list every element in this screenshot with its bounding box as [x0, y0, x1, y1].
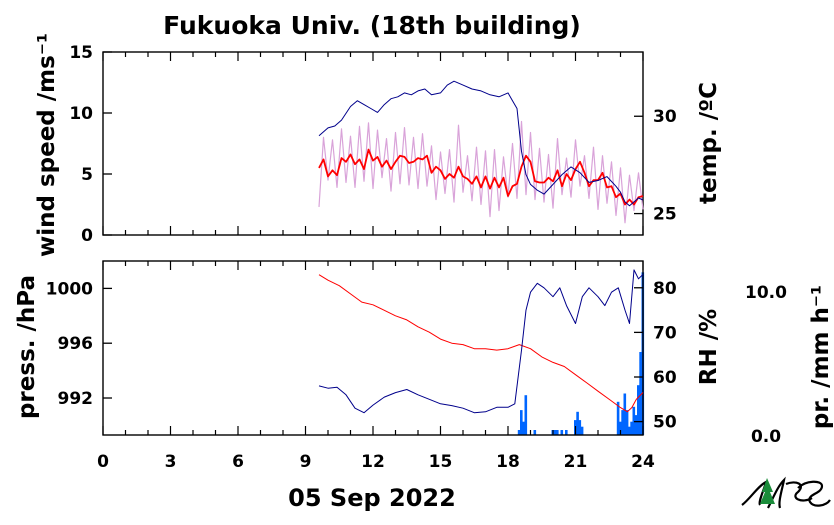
date-label: 05 Sep 2022: [288, 484, 456, 512]
x-tick-label: 18: [496, 452, 520, 472]
x-tick-label: 15: [429, 452, 453, 472]
precipitation-bar: [533, 430, 537, 435]
humidity-tick-label: 50: [653, 413, 677, 433]
temperature-axis-label: temp. /ºC: [696, 82, 722, 204]
precipitation-bar: [560, 430, 564, 435]
pressure-axis-label: press. /hPa: [14, 275, 40, 419]
x-tick-label: 21: [564, 452, 588, 472]
precipitation-bar: [632, 406, 636, 435]
x-tick-label: 12: [361, 452, 385, 472]
precipitation-bar: [621, 410, 624, 435]
pressure-tick-label: 1000: [46, 279, 93, 299]
precipitation-bar: [625, 410, 629, 435]
top-plot-frame: [102, 51, 644, 236]
pressure-tick-label: 996: [58, 334, 94, 354]
humidity-tick-label: 80: [653, 279, 677, 299]
precipitation-bar: [623, 393, 627, 435]
precipitation-bar: [630, 421, 633, 435]
precipitation-bar: [524, 395, 528, 435]
wind-speed-mean-line: [318, 148, 644, 206]
humidity-tick-label: 60: [653, 368, 677, 388]
precipitation-bar: [580, 426, 584, 435]
x-tick-label: 9: [300, 452, 312, 472]
wind-speed-tick-label: 0: [81, 226, 93, 246]
precipitation-bar: [616, 401, 620, 435]
temperature-tick-label: 25: [653, 205, 677, 225]
precipitation-bar: [637, 385, 640, 435]
temperature-line: [318, 80, 644, 207]
wind-temperature-panel: 0 5 10 15 25 30 wind speed /ms⁻¹ temp. /ºC: [34, 33, 722, 257]
x-tick-label: 24: [631, 452, 655, 472]
pressure-humidity-panel: 992 996 1000 50 60 70 80 0 3 6 9 12 15 18 21 24 0.0 10.0 p…: [14, 260, 834, 472]
precipitation-bar: [517, 430, 521, 435]
wind-speed-tick-label: 15: [69, 43, 93, 63]
wind-speed-raw-line: [318, 120, 644, 224]
precipitation-bar: [628, 426, 631, 435]
precipitation-bar: [619, 421, 622, 435]
precipitation-bar: [556, 430, 559, 435]
wind-speed-tick-label: 10: [69, 104, 93, 124]
precipitation-bar: [639, 352, 642, 435]
humidity-line: [318, 269, 644, 414]
wind-speed-tick-label: 5: [81, 165, 93, 185]
x-tick-label: 0: [97, 452, 109, 472]
precipitation-bar: [522, 421, 525, 435]
x-tick-label: 3: [165, 452, 177, 472]
humidity-tick-label: 70: [653, 323, 677, 343]
precipitation-bar: [576, 411, 579, 435]
pressure-tick-label: 992: [58, 389, 94, 409]
chart-title: Fukuoka Univ. (18th building): [163, 11, 581, 40]
wind-speed-axis-label: wind speed /ms⁻¹: [34, 33, 60, 257]
precipitation-bar: [634, 415, 638, 435]
precipitation-bar: [520, 410, 523, 435]
precipitation-tick-label: 0.0: [751, 427, 781, 447]
x-tick-label: 6: [232, 452, 244, 472]
precipitation-axis-label: pr. /mm h⁻¹: [808, 285, 834, 429]
temperature-tick-label: 30: [653, 107, 677, 127]
humidity-axis-label: RH /%: [696, 309, 722, 385]
nes-logo: [741, 476, 831, 509]
precipitation-bar: [565, 430, 568, 435]
precipitation-bar: [553, 430, 557, 435]
pressure-line: [318, 274, 644, 413]
bottom-plot-frame: [102, 260, 644, 436]
precipitation-bar: [578, 420, 582, 435]
precipitation-tick-label: 10.0: [745, 283, 787, 303]
